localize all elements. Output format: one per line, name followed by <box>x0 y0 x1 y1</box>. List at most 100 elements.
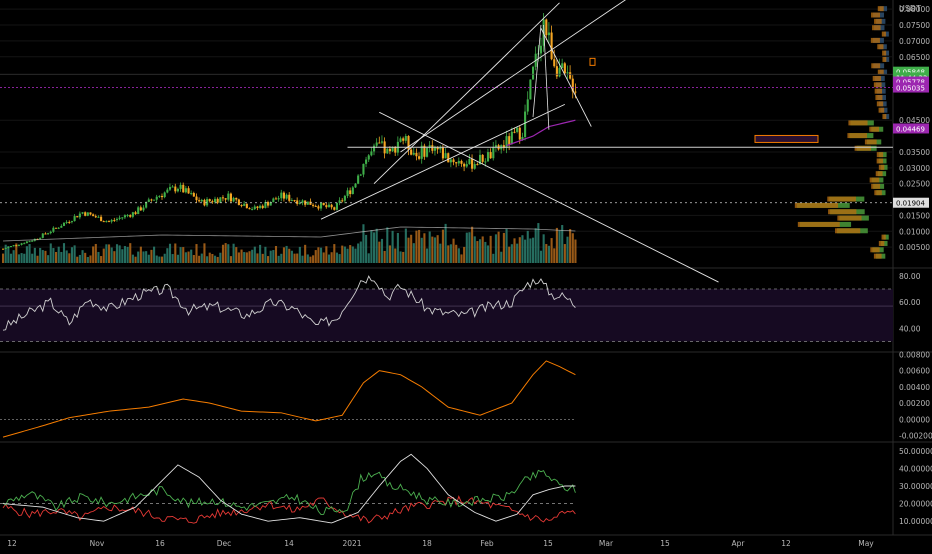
candle-body <box>126 215 129 217</box>
price-tick-label: 0.03000 <box>899 164 930 173</box>
volume-bar <box>139 246 142 263</box>
volume-bar <box>524 239 527 263</box>
candle-body <box>420 145 423 159</box>
time-axis-label: 12 <box>781 539 791 548</box>
candle-body <box>343 195 346 201</box>
volume-bar <box>407 237 410 263</box>
candle-body <box>418 156 421 159</box>
volume-bar <box>542 234 545 263</box>
candle-body <box>200 199 203 202</box>
volume-bar <box>561 225 564 263</box>
volume-bar <box>314 250 317 263</box>
candle-body <box>68 221 71 223</box>
candle-body <box>285 194 288 199</box>
volume-bar <box>55 251 58 263</box>
time-axis-label: Apr <box>732 539 746 548</box>
candle-body <box>367 155 370 160</box>
price-label-text: 0.01904 <box>896 200 925 208</box>
volume-bar <box>327 254 331 263</box>
candle-body <box>100 216 103 222</box>
candle-body <box>338 200 341 203</box>
candle-body <box>288 194 291 201</box>
candle-body <box>394 147 397 153</box>
candle-body <box>473 164 476 169</box>
candle-body <box>84 212 87 216</box>
candle-body <box>267 202 270 206</box>
volume-bar <box>510 244 513 263</box>
candle-body <box>2 248 5 250</box>
volume-profile-bar <box>884 50 890 56</box>
volume-bar <box>142 251 145 263</box>
volume-bar <box>200 253 203 263</box>
volume-bar <box>113 251 116 263</box>
candle-body <box>322 202 325 206</box>
volume-bar <box>100 256 103 263</box>
volume-bar <box>163 253 166 263</box>
volume-bar <box>441 229 444 263</box>
volume-bar <box>486 245 490 263</box>
volume-bar <box>296 253 299 263</box>
price-label-badge <box>893 197 929 208</box>
volume-bar <box>92 246 95 263</box>
price-label-badge <box>893 66 929 77</box>
candle-body <box>526 99 529 112</box>
candle-body <box>184 188 187 193</box>
time-axis-label: 18 <box>422 539 432 548</box>
volume-bar <box>330 252 333 263</box>
candle-body <box>198 200 201 202</box>
candle-body <box>243 203 246 206</box>
candle-body <box>293 200 296 202</box>
volume-bar <box>341 245 344 263</box>
volume-bar <box>118 245 121 263</box>
volume-profile-bar <box>877 69 884 75</box>
candle-body <box>182 184 185 193</box>
volume-profile-bar <box>871 12 881 18</box>
volume-bar <box>224 243 227 263</box>
candle-body <box>105 221 108 223</box>
volume-bar <box>221 244 225 263</box>
candle-body <box>129 215 132 217</box>
trend-line <box>400 0 626 153</box>
candle-body <box>155 196 158 200</box>
candle-body <box>137 207 140 215</box>
volume-bar <box>436 235 439 263</box>
candle-body <box>237 199 240 206</box>
candle-body <box>60 225 63 228</box>
candle-body <box>110 219 113 222</box>
trend-line <box>320 103 565 220</box>
candle-body <box>89 212 92 215</box>
macd-tick-label: 0.00600 <box>899 367 930 376</box>
candle-body <box>92 214 95 217</box>
candle-body <box>52 227 55 232</box>
volume-bar <box>129 243 132 263</box>
volume-profile-bar <box>875 95 883 101</box>
volume-profile-bar <box>828 209 857 215</box>
candle-body <box>529 79 532 100</box>
volume-bar <box>534 228 537 263</box>
volume-bar <box>248 251 251 263</box>
candle-body <box>346 190 349 196</box>
candle-body <box>277 198 280 200</box>
moving-average-line <box>506 119 576 147</box>
volume-profile-bar <box>871 63 881 69</box>
volume-bar <box>245 252 248 263</box>
candle-body <box>545 19 548 36</box>
candle-body <box>102 221 105 223</box>
volume-profile-bar <box>876 101 884 107</box>
dmi-tick-label: 40.00000 <box>899 464 932 473</box>
volume-bar <box>9 253 13 263</box>
candle-body <box>505 136 508 148</box>
volume-bar <box>288 248 291 263</box>
candle-body <box>272 198 275 203</box>
volume-bar <box>147 254 150 263</box>
volume-profile-bar <box>884 56 890 62</box>
volume-bar <box>476 241 479 263</box>
volume-bar <box>182 247 185 263</box>
candle-body <box>486 152 490 162</box>
candle-body <box>399 138 402 142</box>
volume-bar <box>359 241 362 263</box>
volume-bar <box>41 250 44 263</box>
currency-label: USDT <box>899 4 921 13</box>
